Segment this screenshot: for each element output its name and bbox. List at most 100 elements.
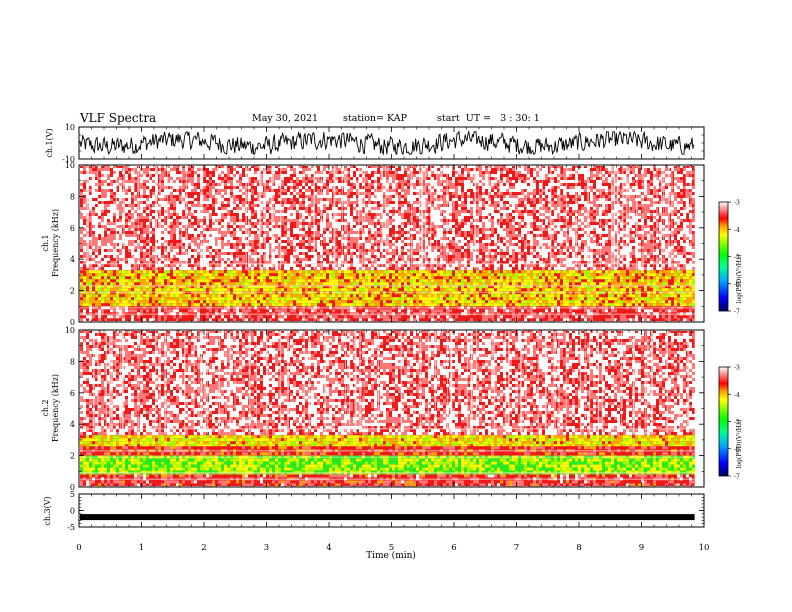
spectrogram-cell: [647, 201, 650, 204]
spectrogram-cell: [605, 285, 608, 289]
spectrogram-cell: [119, 198, 122, 201]
spectrogram-cell: [431, 303, 434, 307]
spectrogram-cell: [179, 297, 182, 301]
spectrogram-cell: [266, 300, 269, 304]
spectrogram-cell: [188, 270, 191, 274]
spectrogram-cell: [335, 177, 338, 180]
spectrogram-cell: [665, 204, 668, 207]
spectrogram-cell: [614, 282, 617, 286]
spectrogram-cell: [551, 297, 554, 301]
spectrogram-cell: [98, 282, 101, 286]
spectrogram-cell: [428, 294, 431, 298]
spectrogram-cell: [680, 300, 683, 304]
spectrogram-cell: [590, 288, 593, 292]
spectrogram-cell: [452, 294, 455, 298]
spectrogram-cell: [566, 288, 569, 292]
spectrogram-cell: [215, 177, 218, 180]
spectrogram-cell: [194, 195, 197, 198]
spectrogram-cell: [326, 282, 329, 286]
spectrogram-cell: [335, 288, 338, 292]
spectrogram-cell: [653, 300, 656, 304]
spectrogram-cell: [122, 297, 125, 301]
spectrogram-cell: [212, 294, 215, 298]
spectrogram-cell: [395, 288, 398, 292]
spectrogram-cell: [164, 273, 167, 277]
spectrogram-cell: [248, 165, 251, 168]
spectrogram-cell: [110, 285, 113, 289]
spectrogram-cell: [515, 174, 518, 177]
spectrogram-cell: [365, 279, 368, 283]
spectrogram-cell: [479, 168, 482, 171]
spectrogram-cell: [356, 186, 359, 189]
spectrogram-cell: [320, 282, 323, 286]
spectrogram-cell: [113, 174, 116, 177]
spectrogram-cell: [125, 201, 128, 204]
spectrogram-cell: [380, 294, 383, 298]
spectrogram-cell: [161, 204, 164, 207]
spectrogram-cell: [650, 180, 653, 183]
spectrogram-cell: [443, 195, 446, 198]
spectrogram-cell: [524, 192, 527, 195]
spectrogram-cell: [308, 273, 311, 277]
spectrogram-cell: [101, 183, 104, 186]
spectrogram-cell: [614, 297, 617, 301]
spectrogram-cell: [566, 171, 569, 174]
spectrogram-cell: [83, 204, 86, 207]
spectrogram-cell: [107, 180, 110, 183]
spectrogram-cell: [323, 318, 326, 322]
spectrogram-cell: [317, 279, 320, 283]
spectrogram-cell: [83, 180, 86, 183]
spectrogram-cell: [161, 300, 164, 304]
spectrogram-cell: [305, 192, 308, 195]
spectrogram-cell: [539, 168, 542, 171]
spectrogram-cell: [149, 174, 152, 177]
spectrogram-cell: [530, 279, 533, 283]
spectrogram-cell: [566, 303, 569, 307]
spectrogram-cell: [272, 294, 275, 298]
spectrogram-cell: [407, 183, 410, 186]
spectrogram-cell: [347, 285, 350, 289]
spectrogram-cell: [230, 300, 233, 304]
spectrogram-cell: [410, 309, 413, 313]
spectrogram-cell: [662, 285, 665, 289]
spectrogram-cell: [395, 204, 398, 207]
spectrogram-cell: [131, 186, 134, 189]
spectrogram-cell: [662, 282, 665, 286]
spectrogram-cell: [470, 291, 473, 295]
spectrogram-cell: [476, 300, 479, 304]
spectrogram-cell: [104, 177, 107, 180]
spectrogram-cell: [632, 168, 635, 171]
spectrogram-cell: [674, 294, 677, 298]
spectrogram-cell: [569, 186, 572, 189]
spectrogram-cell: [299, 291, 302, 295]
spectrogram-cell: [107, 192, 110, 195]
spectrogram-cell: [485, 309, 488, 313]
spectrogram-cell: [299, 309, 302, 313]
spectrogram-cell: [188, 297, 191, 301]
spectrogram-cell: [578, 186, 581, 189]
spectrogram-cell: [497, 198, 500, 201]
spectrogram-cell: [302, 279, 305, 283]
spectrogram-cell: [140, 171, 143, 174]
spectrogram-cell: [548, 297, 551, 301]
spectrogram-cell: [437, 315, 440, 319]
spectrogram-cell: [677, 186, 680, 189]
spectrogram-cell: [431, 180, 434, 183]
spectrogram-cell: [95, 276, 98, 280]
spectrogram-cell: [209, 198, 212, 201]
spectrogram-cell: [401, 186, 404, 189]
spectrogram-cell: [572, 276, 575, 280]
spectrogram-cell: [284, 174, 287, 177]
spectrogram-cell: [170, 300, 173, 304]
spectrogram-cell: [317, 288, 320, 292]
spectrogram-cell: [650, 279, 653, 283]
spectrogram-cell: [158, 282, 161, 286]
spectrogram-cell: [506, 276, 509, 280]
spectrogram-cell: [647, 165, 650, 168]
spectrogram-cell: [188, 273, 191, 277]
spectrogram-cell: [146, 192, 149, 195]
spectrogram-cell: [398, 180, 401, 183]
spectrogram-cell: [341, 270, 344, 274]
spectrogram-cell: [620, 192, 623, 195]
spectrogram-cell: [311, 198, 314, 201]
